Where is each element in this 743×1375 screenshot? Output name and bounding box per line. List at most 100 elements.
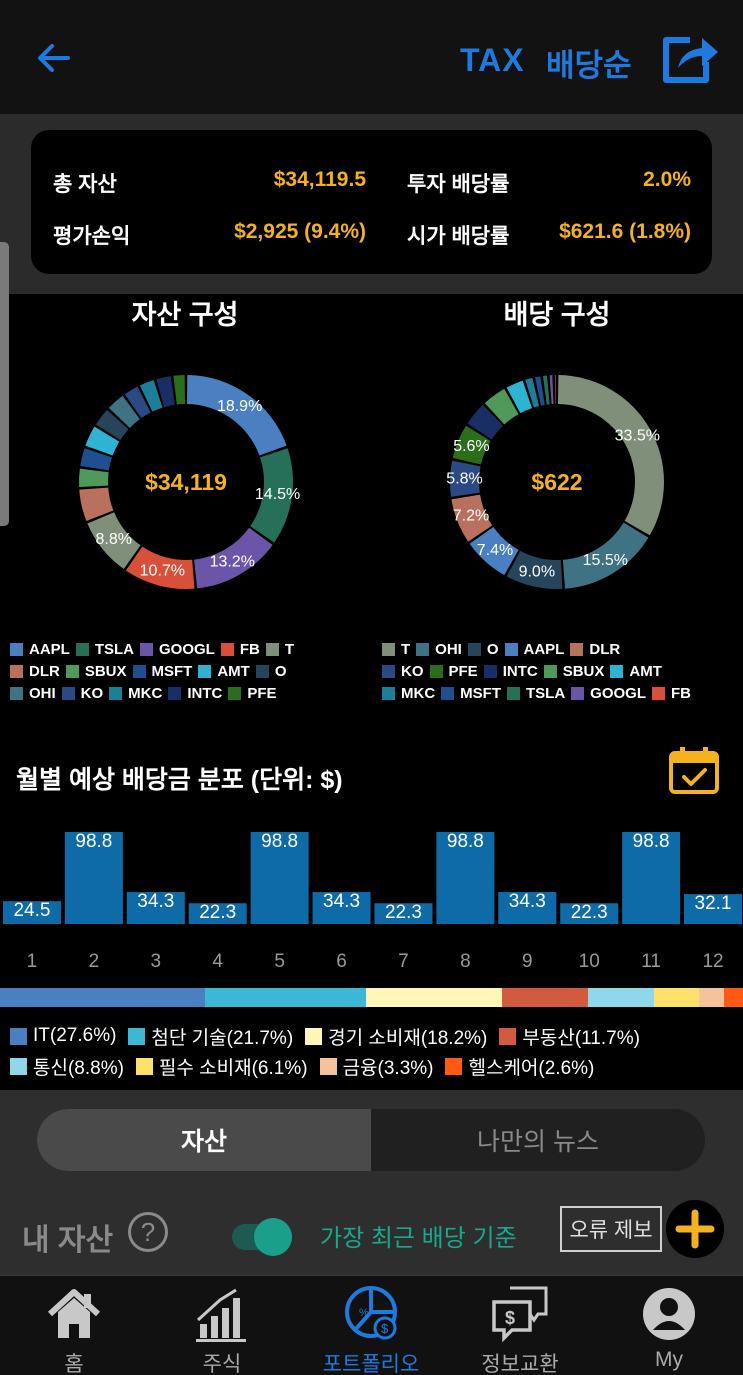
nav-stocks[interactable]: 주식 bbox=[148, 1276, 296, 1375]
asset-slice-msft bbox=[80, 448, 112, 471]
asset-slice-tsla bbox=[250, 448, 293, 543]
summary-section: 총 자산 $34,119.5 평가손익 $2,925 (9.4%) 투자 배당률… bbox=[0, 114, 743, 294]
bar-value-label: 98.8 bbox=[75, 831, 112, 852]
legend-label: O bbox=[274, 662, 287, 680]
legend-swatch bbox=[543, 664, 557, 678]
month-label: 4 bbox=[212, 951, 223, 972]
share-icon[interactable] bbox=[660, 30, 720, 86]
sector-label: 금융(3.3%) bbox=[342, 1057, 434, 1079]
dividend-slice-label-aapl: 7.4% bbox=[477, 542, 513, 559]
legend-swatch bbox=[140, 642, 154, 656]
bottom-navigation: 홈 주식 % $ 포트폴리오 $ 정보교환 bbox=[0, 1275, 743, 1375]
svg-text:%: % bbox=[359, 1307, 369, 1319]
monthly-dividend-title: 월별 예상 배당금 분포 (단위: $) bbox=[16, 766, 343, 794]
dividend-slice-ko bbox=[450, 460, 481, 497]
asset-legend-row: AAPL TSLA GOOGL FB T bbox=[10, 638, 300, 660]
sector-legend-item: 부동산(11.7%) bbox=[499, 1023, 640, 1050]
legend-label: GOOGL bbox=[590, 684, 647, 702]
sector-segment-0 bbox=[0, 988, 206, 1007]
sector-legend-item: 필수 소비재(6.1%) bbox=[135, 1053, 308, 1080]
legend-label: T bbox=[401, 640, 411, 658]
legend-label: MSFT bbox=[151, 662, 193, 680]
tax-button[interactable]: TAX bbox=[460, 42, 525, 78]
bar-value-label: 98.8 bbox=[261, 831, 298, 852]
sector-legend-item: 통신(8.8%) bbox=[10, 1053, 124, 1080]
monthly-dividend-bar-chart: 24.5 1 98.8 2 34.3 3 22.3 4 98.8 5 34.3 6 22.3 7 98.8 8… bbox=[2, 831, 743, 972]
legend-swatch bbox=[610, 664, 624, 678]
dividend-legend-item-amt: AMT bbox=[610, 663, 662, 680]
home-icon bbox=[47, 1289, 101, 1338]
dividend-slice-msft bbox=[534, 376, 545, 406]
dividend-slice-intc bbox=[467, 404, 503, 440]
dividend-legend-item-googl: GOOGL bbox=[571, 685, 646, 702]
nav-portfolio[interactable]: % $ 포트폴리오 bbox=[297, 1276, 445, 1375]
bar-value-label: 98.8 bbox=[447, 831, 484, 852]
asset-slice-dlr bbox=[79, 487, 114, 522]
back-arrow-icon[interactable] bbox=[32, 36, 76, 80]
month-label: 5 bbox=[274, 951, 285, 972]
sort-dividend-button[interactable]: 배당순 bbox=[546, 48, 632, 83]
month-label: 12 bbox=[702, 951, 723, 972]
invest-yield-label: 투자 배당률 bbox=[407, 173, 510, 196]
portfolio-pie-icon: % $ bbox=[345, 1286, 397, 1340]
sector-segment-1 bbox=[205, 988, 367, 1007]
legend-label: AAPL bbox=[523, 640, 565, 658]
legend-label: PFE bbox=[448, 662, 478, 680]
nav-my[interactable]: My bbox=[595, 1276, 743, 1375]
recent-dividend-basis-label: 가장 최근 배당 기준 bbox=[320, 1225, 517, 1252]
sector-legend-item: IT(27.6%) bbox=[10, 1025, 116, 1047]
asset-slice-label-aapl: 18.9% bbox=[217, 398, 262, 415]
bar-month-10 bbox=[560, 903, 619, 924]
legend-label: INTC bbox=[502, 662, 538, 680]
chat-dollar-icon: $ bbox=[492, 1286, 548, 1343]
sector-legend-item: 헬스케어(2.6%) bbox=[445, 1053, 594, 1080]
legend-swatch bbox=[265, 642, 279, 656]
help-icon[interactable]: ? bbox=[128, 1212, 168, 1252]
legend-label: O bbox=[486, 640, 499, 658]
bar-value-label: 22.3 bbox=[199, 902, 236, 923]
legend-swatch bbox=[382, 686, 395, 700]
dividend-legend-row: MKC MSFT TSLA GOOGL FB bbox=[382, 682, 697, 704]
tab-assets[interactable]: 자산 bbox=[37, 1109, 371, 1171]
legend-swatch bbox=[228, 686, 242, 700]
tab-my-news[interactable]: 나만의 뉴스 bbox=[477, 1128, 599, 1156]
bar-value-label: 22.3 bbox=[385, 902, 422, 923]
recent-dividend-toggle[interactable] bbox=[230, 1218, 294, 1256]
legend-label: AMT bbox=[629, 662, 662, 680]
legend-swatch bbox=[652, 686, 666, 700]
calendar-check-icon[interactable] bbox=[668, 745, 720, 795]
legend-swatch bbox=[504, 642, 518, 656]
sector-segment-3 bbox=[501, 988, 589, 1007]
side-drawer-handle[interactable] bbox=[0, 242, 9, 526]
unrealized-pl-label: 평가손익 bbox=[53, 225, 131, 248]
legend-label: TSLA bbox=[526, 684, 566, 702]
dividend-legend-item-mkc: MKC bbox=[382, 685, 435, 702]
dividend-legend-item-ohi: OHI bbox=[416, 641, 462, 658]
dividend-slice-mkc bbox=[525, 377, 540, 408]
bar-month-2 bbox=[64, 832, 123, 924]
legend-label: AAPL bbox=[29, 640, 70, 658]
nav-exchange[interactable]: $ 정보교환 bbox=[446, 1276, 594, 1375]
asset-legend-item-ko: KO bbox=[61, 685, 103, 702]
asset-legend-item-mkc: MKC bbox=[109, 685, 162, 702]
month-label: 8 bbox=[460, 951, 471, 972]
legend-swatch bbox=[467, 642, 481, 656]
add-icon[interactable] bbox=[666, 1200, 724, 1258]
legend-label: TSLA bbox=[94, 640, 135, 658]
nav-home[interactable]: 홈 bbox=[0, 1276, 148, 1375]
month-label: 3 bbox=[151, 951, 162, 972]
dividend-legend-item-tsla: TSLA bbox=[507, 685, 565, 702]
asset-legend-item-t: T bbox=[265, 641, 294, 658]
legend-label: MKC bbox=[128, 684, 163, 702]
legend-swatch bbox=[429, 664, 443, 678]
month-label: 2 bbox=[89, 951, 100, 972]
asset-legend-item-intc: INTC bbox=[168, 685, 222, 702]
summary-card: 총 자산 $34,119.5 평가손익 $2,925 (9.4%) 투자 배당률… bbox=[31, 130, 712, 274]
top-bar: TAX 배당순 bbox=[0, 0, 743, 114]
legend-swatch bbox=[109, 686, 123, 700]
bar-month-3 bbox=[126, 892, 185, 924]
dividend-legend-item-sbux: SBUX bbox=[543, 663, 604, 680]
bar-value-label: 34.3 bbox=[137, 891, 174, 912]
report-error-button[interactable]: 오류 제보 bbox=[560, 1206, 662, 1252]
asset-slice-ko bbox=[124, 386, 151, 419]
